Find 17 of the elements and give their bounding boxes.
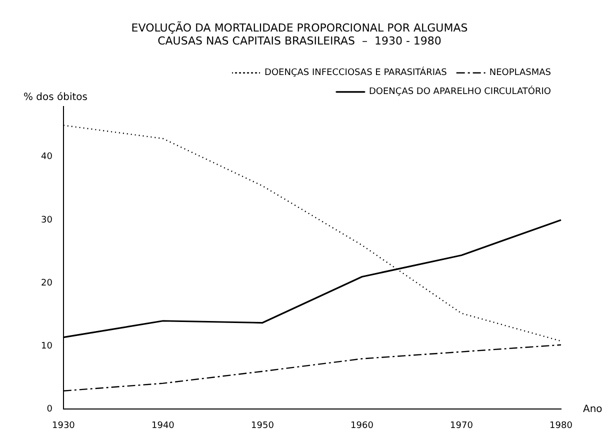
y-tick-label: 10: [41, 341, 53, 352]
x-axis-title: Ano: [583, 404, 602, 415]
legend-label: DOENÇAS INFECCIOSAS E PARASITÁRIAS: [264, 66, 448, 78]
chart-title: EVOLUÇÃO DA MORTALIDADE PROPORCIONAL POR ALGUMAS CAUSAS NAS CAPITAIS BRASILEIRAS – 1930 - 1980: [131, 20, 468, 48]
x-tick-label: 1940: [152, 420, 175, 431]
legend-label: NEOPLASMAS: [489, 68, 552, 78]
y-tick-label: 20: [41, 278, 53, 288]
y-tick-label: 40: [41, 152, 53, 162]
x-tick-label: 1970: [450, 420, 474, 431]
x-tick-label: 1980: [550, 420, 573, 431]
y-tick-label: 30: [41, 215, 53, 226]
x-tick-label: 1960: [350, 420, 374, 431]
x-tick-label: 1950: [251, 420, 274, 431]
x-tick-label: 1930: [52, 420, 76, 431]
legend-label: DOENÇAS DO APARELHO CIRCULATÓRIO: [368, 85, 552, 98]
y-tick-label: 0: [46, 404, 53, 415]
y-axis-title: % dos óbitos: [23, 92, 88, 103]
